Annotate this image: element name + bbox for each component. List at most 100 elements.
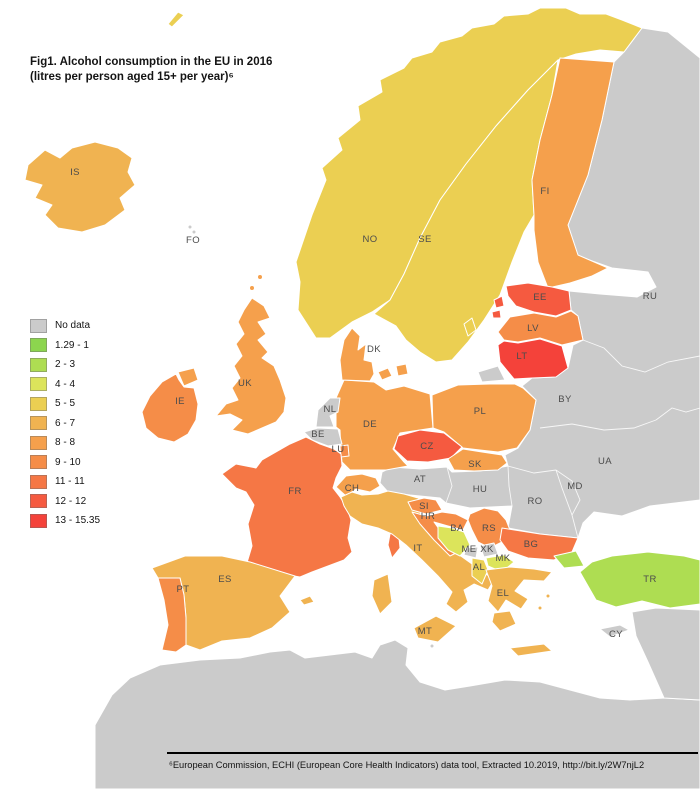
country-label-pt: PT	[177, 584, 190, 595]
island-crete	[509, 643, 553, 657]
island-ee-hiiumaa	[491, 309, 502, 319]
country-label-nl: NL	[324, 404, 337, 415]
island-sicily	[413, 615, 457, 643]
island-orkney	[249, 285, 255, 291]
country-el-shape	[485, 566, 553, 613]
legend-swatch	[30, 357, 47, 372]
legend-swatch	[30, 474, 47, 489]
country-label-cz: CZ	[420, 441, 433, 452]
border-at-hu	[445, 466, 453, 504]
island-faroe-2	[191, 229, 197, 235]
country-label-mk: MK	[495, 553, 510, 564]
legend-label: 9 - 10	[55, 456, 81, 468]
legend-swatch	[30, 318, 47, 333]
country-label-lv: LV	[527, 323, 539, 334]
country-label-ie: IE	[175, 396, 185, 407]
legend-swatch	[30, 455, 47, 470]
country-label-hr: HR	[421, 511, 436, 522]
figure-title: Fig1. Alcohol consumption in the EU in 2…	[30, 55, 272, 85]
region-peloponnese	[491, 610, 517, 632]
legend-label: 1.29 - 1	[55, 339, 89, 351]
country-is-shape	[24, 141, 136, 233]
country-label-no: NO	[362, 234, 377, 245]
country-ie-shape	[141, 373, 199, 443]
country-label-xk: XK	[480, 544, 494, 555]
country-label-fi: FI	[540, 186, 549, 197]
border-by-ru	[582, 339, 700, 373]
country-sk-shape	[447, 448, 508, 472]
country-it-shape	[340, 490, 495, 613]
border-ro-ua	[507, 465, 557, 474]
landmass-north-africa	[94, 639, 700, 789]
country-cy-shape	[599, 624, 630, 638]
island-gotland	[463, 317, 477, 337]
country-label-md: MD	[567, 481, 583, 492]
legend-row-bin-8: 11 - 11	[30, 472, 100, 492]
country-label-mt: MT	[418, 626, 433, 637]
island-balearics	[299, 595, 315, 606]
landmass-levant	[631, 607, 700, 701]
island-jan-mayen	[167, 11, 185, 28]
legend-label: 11 - 11	[55, 476, 85, 488]
country-label-ua: UA	[598, 456, 612, 467]
country-label-se: SE	[418, 234, 431, 245]
legend-swatch	[30, 494, 47, 509]
legend-swatch	[30, 513, 47, 528]
figure-title-line1: Fig1. Alcohol consumption in the EU in 2…	[30, 56, 273, 68]
country-label-lu: LU	[332, 444, 345, 455]
border-hu-ro	[507, 465, 513, 507]
country-label-me: ME	[461, 544, 476, 555]
country-label-ch: CH	[345, 483, 360, 494]
region-tr-thrace	[553, 550, 585, 569]
legend-row-bin-5: 6 - 7	[30, 414, 100, 434]
country-label-si: SI	[419, 501, 429, 512]
island-sardinia	[371, 573, 393, 615]
region-kaliningrad	[477, 365, 506, 383]
country-bg-shape	[499, 527, 579, 561]
map-legend: No data 1.29 - 1 2 - 3 4 - 4 5 - 5 6 - 7…	[30, 316, 100, 531]
country-label-by: BY	[558, 394, 572, 405]
country-label-fr: FR	[288, 486, 301, 497]
country-lv-shape	[497, 310, 584, 346]
country-label-be: BE	[311, 429, 324, 440]
country-label-rs: RS	[482, 523, 496, 534]
legend-row-bin-10: 13 - 15.35	[30, 511, 100, 531]
legend-swatch	[30, 396, 47, 411]
country-label-dk: DK	[367, 344, 381, 355]
country-si-shape	[407, 497, 443, 515]
country-label-uk: UK	[238, 378, 252, 389]
country-label-hu: HU	[473, 484, 488, 495]
country-me-shape	[463, 546, 479, 559]
border-md-ro	[555, 469, 573, 516]
legend-label: 2 - 3	[55, 359, 76, 371]
footnote-divider	[167, 752, 698, 754]
legend-row-bin-4: 5 - 5	[30, 394, 100, 414]
country-label-ru: RU	[643, 291, 658, 302]
legend-label: 5 - 5	[55, 398, 76, 410]
legend-row-bin-3: 4 - 4	[30, 375, 100, 395]
legend-row-bin-2: 2 - 3	[30, 355, 100, 375]
country-label-al: AL	[473, 562, 485, 573]
legend-swatch	[30, 435, 47, 450]
country-tr-shape	[579, 551, 700, 609]
country-label-ee: EE	[533, 292, 546, 303]
country-dk-shape	[339, 327, 375, 382]
legend-row-no-data: No data	[30, 316, 100, 336]
legend-row-bin-9: 12 - 12	[30, 492, 100, 512]
border-ua-ru	[655, 407, 700, 421]
island-faroe-1	[187, 224, 193, 230]
country-label-es: ES	[218, 574, 231, 585]
island-aegean-2	[537, 605, 543, 611]
footnote-source-text: ⁶European Commission, ECHI (European Cor…	[169, 760, 645, 770]
island-malta	[429, 643, 435, 649]
island-ee-saaremaa	[493, 295, 505, 309]
legend-row-bin-1: 1.29 - 1	[30, 336, 100, 356]
country-label-el: EL	[497, 588, 509, 599]
border-md-ua	[555, 469, 581, 539]
country-uk-shape	[215, 297, 287, 435]
country-al-shape	[471, 557, 489, 585]
country-label-it: IT	[413, 543, 422, 554]
legend-swatch	[30, 377, 47, 392]
legend-label: 8 - 8	[55, 437, 76, 449]
